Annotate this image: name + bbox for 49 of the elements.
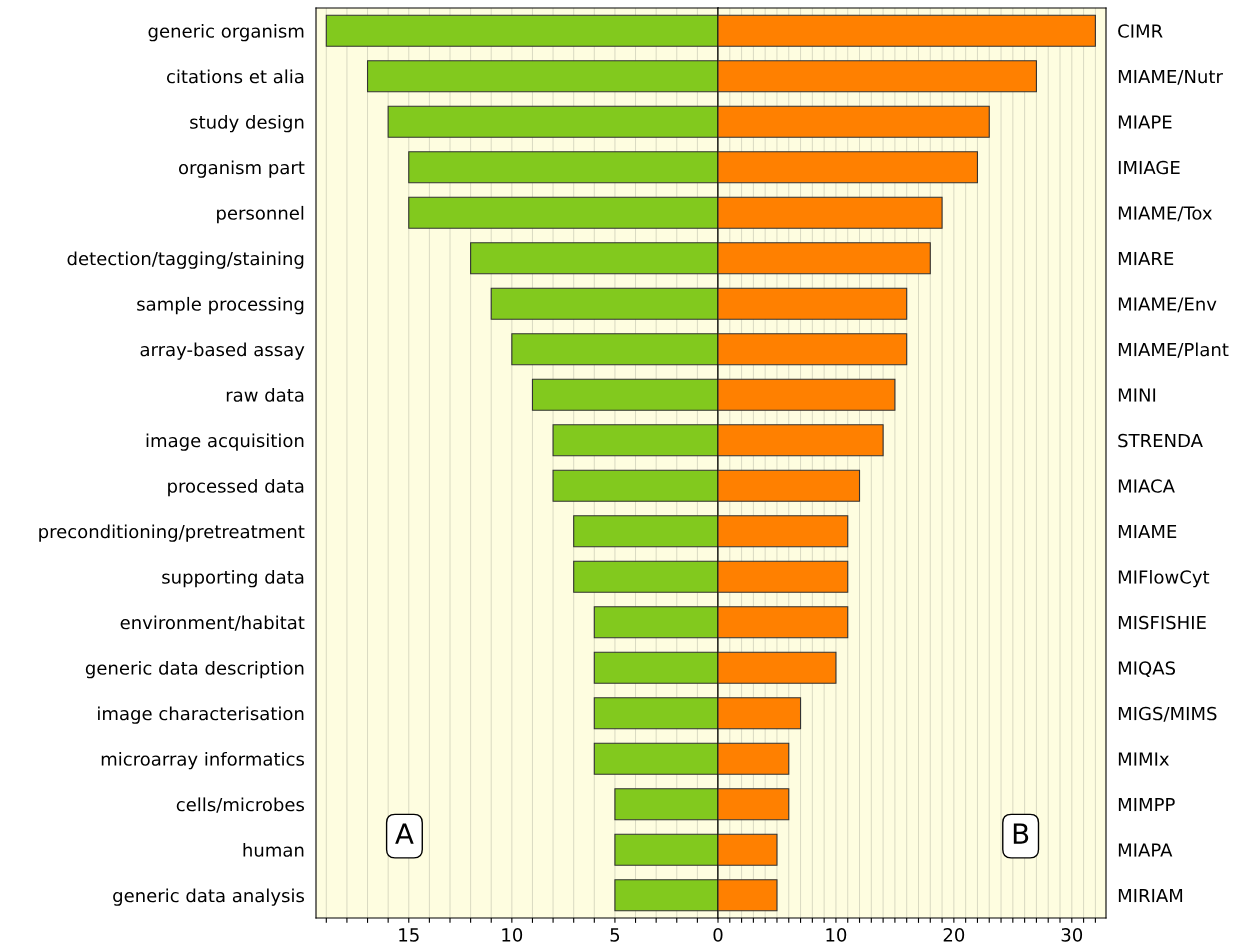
y-tick-label: study design	[190, 114, 304, 133]
y-tick-label: MIAME/Tox	[1118, 206, 1212, 222]
y-tick-label: microarray informatics	[101, 751, 305, 770]
y-tick-label: detection/tagging/staining	[67, 251, 304, 269]
x-tick-label: 5	[610, 928, 620, 942]
y-tick-label: personnel	[217, 205, 304, 224]
y-tick-label: MIAME/Nutr	[1118, 69, 1223, 85]
y-tick-label: generic data description	[85, 660, 304, 679]
y-tick-label: generic data analysis	[113, 888, 305, 906]
y-tick-label: MIAME	[1118, 524, 1177, 539]
y-tick-label: MIAME/Plant	[1118, 342, 1229, 358]
y-tick-label: MIFlowCyt	[1118, 569, 1210, 588]
y-tick-label: image acquisition	[146, 433, 304, 451]
y-tick-label: MIACA	[1118, 479, 1175, 493]
y-tick-label: organism part	[178, 160, 305, 178]
y-tick-label: human	[243, 842, 304, 857]
annotation: B	[1013, 823, 1029, 844]
x-tick-label: 30	[1061, 928, 1083, 942]
y-tick-label: MINI	[1118, 388, 1156, 402]
x-tick-label: 10	[826, 928, 847, 942]
y-tick-label: IMIAGE	[1118, 160, 1180, 175]
x-tick-label: 15	[399, 928, 419, 942]
y-tick-label: generic organism	[148, 23, 304, 42]
y-tick-label: MIQAS	[1118, 661, 1176, 677]
y-tick-label: processed data	[168, 478, 304, 497]
y-tick-label: CIMR	[1118, 24, 1163, 38]
y-tick-label: MISFISHIE	[1118, 615, 1206, 630]
y-tick-label: sample processing	[137, 296, 304, 315]
y-tick-label: image characterisation	[98, 706, 304, 724]
y-tick-label: environment/habitat	[120, 615, 305, 631]
y-tick-label: citations et alia	[166, 69, 304, 84]
y-tick-label: supporting data	[162, 569, 304, 588]
y-tick-label: cells/microbes	[176, 797, 305, 813]
y-tick-label: raw data	[226, 387, 304, 402]
y-tick-label: MIARE	[1118, 251, 1174, 266]
annotation: A	[395, 823, 414, 844]
y-tick-label: STRENDA	[1118, 433, 1203, 448]
x-tick-label: 10	[502, 928, 523, 942]
y-tick-label: MIMPP	[1118, 797, 1175, 812]
y-tick-label: MIAPE	[1118, 115, 1172, 129]
y-tick-label: array-based assay	[140, 342, 305, 360]
y-tick-label: MIRIAM	[1118, 888, 1183, 903]
x-tick-label: 20	[943, 928, 965, 942]
y-tick-label: preconditioning/pretreatment	[39, 524, 305, 542]
y-tick-label: MIAME/Env	[1118, 297, 1217, 313]
y-tick-label: MIMIx	[1118, 752, 1170, 766]
y-tick-label: MIAPA	[1118, 843, 1173, 857]
x-tick-label: 0	[713, 928, 723, 942]
y-tick-label: MIGS/MIMS	[1118, 706, 1217, 722]
